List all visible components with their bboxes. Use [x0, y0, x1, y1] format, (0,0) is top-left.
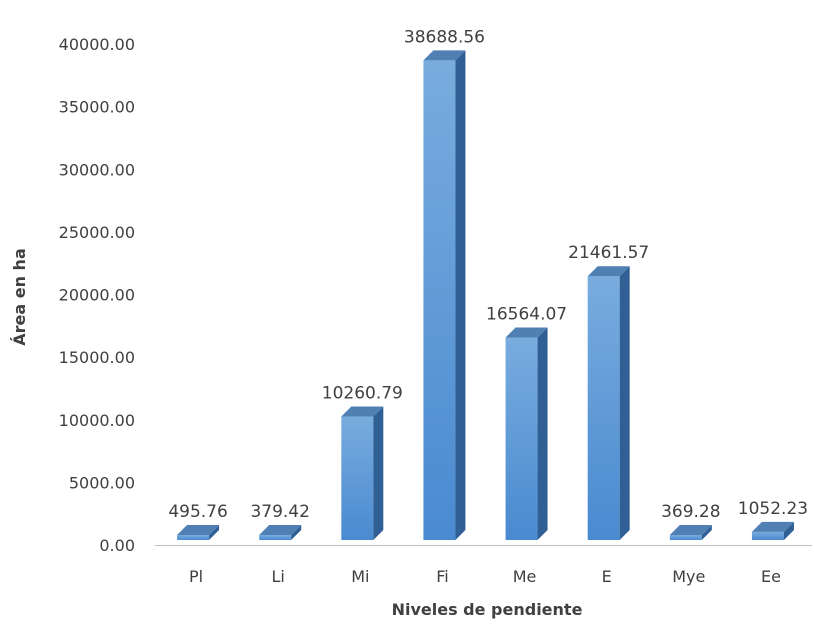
data-label: 38688.56	[404, 27, 485, 47]
y-tick-label: 5000.00	[69, 473, 135, 492]
bar-front	[423, 60, 456, 541]
bar-me	[505, 327, 548, 540]
bar-pl	[177, 525, 220, 540]
y-tick-label: 0.00	[99, 536, 135, 555]
x-tick-label: Li	[272, 567, 285, 586]
data-label: 21461.57	[568, 243, 649, 263]
x-tick-label: Pl	[189, 567, 203, 586]
bar-side	[701, 525, 712, 540]
bar-ee	[751, 521, 794, 540]
bar-li	[259, 525, 302, 540]
y-tick-label: 25000.00	[59, 223, 135, 242]
bar-fi	[423, 50, 466, 541]
bar-front	[669, 535, 702, 540]
bar-front	[259, 535, 292, 540]
x-tick-label: Fi	[436, 567, 448, 586]
bars-group	[177, 50, 794, 541]
x-axis-tick-labels: Pl Li Mi Fi Me E Mye Ee	[189, 567, 781, 586]
bar-side	[291, 525, 302, 540]
data-label: 1052.23	[738, 499, 808, 519]
bar-e	[587, 266, 630, 540]
bar-front	[751, 531, 784, 540]
bar-side	[537, 327, 548, 540]
bar-top	[341, 406, 384, 417]
bar-front	[505, 337, 538, 540]
y-axis-tick-labels: 0.00 5000.00 10000.00 15000.00 20000.00 25000…	[59, 35, 135, 555]
bar-front	[587, 276, 620, 540]
bar-top	[177, 525, 220, 535]
data-label: 10260.79	[322, 383, 403, 403]
data-label: 16564.07	[486, 305, 567, 325]
bar-side	[209, 525, 220, 540]
bar-side	[783, 521, 794, 540]
y-tick-label: 35000.00	[59, 98, 135, 117]
bar-top	[259, 525, 302, 535]
y-tick-label: 15000.00	[59, 348, 135, 367]
x-tick-label: E	[602, 567, 612, 586]
bar-front	[177, 535, 210, 540]
bar-side	[619, 266, 630, 540]
bar-side	[373, 406, 384, 540]
y-tick-label: 30000.00	[59, 160, 135, 179]
y-tick-label: 10000.00	[59, 411, 135, 430]
y-tick-label: 20000.00	[59, 286, 135, 305]
data-label: 369.28	[661, 502, 720, 522]
y-tick-label: 40000.00	[59, 35, 135, 54]
y-axis-title: Área en ha	[10, 248, 29, 346]
bar-top	[505, 327, 548, 338]
x-tick-label: Ee	[761, 567, 781, 586]
data-label: 379.42	[250, 502, 309, 522]
bar-top	[751, 521, 794, 532]
bar-mi	[341, 406, 384, 540]
data-label: 495.76	[168, 502, 227, 522]
bar-top	[587, 266, 630, 277]
bar-top	[669, 525, 712, 535]
bar-side	[455, 50, 466, 541]
x-tick-label: Me	[513, 567, 537, 586]
x-axis-title: Niveles de pendiente	[392, 600, 583, 619]
bar-top	[423, 50, 466, 61]
x-tick-label: Mi	[351, 567, 369, 586]
x-tick-label: Mye	[672, 567, 705, 586]
data-labels-group: 495.76 379.42 10260.79 38688.56 16564.07 2146…	[168, 27, 808, 522]
bar-front	[341, 416, 374, 540]
bar-mye	[669, 525, 712, 540]
